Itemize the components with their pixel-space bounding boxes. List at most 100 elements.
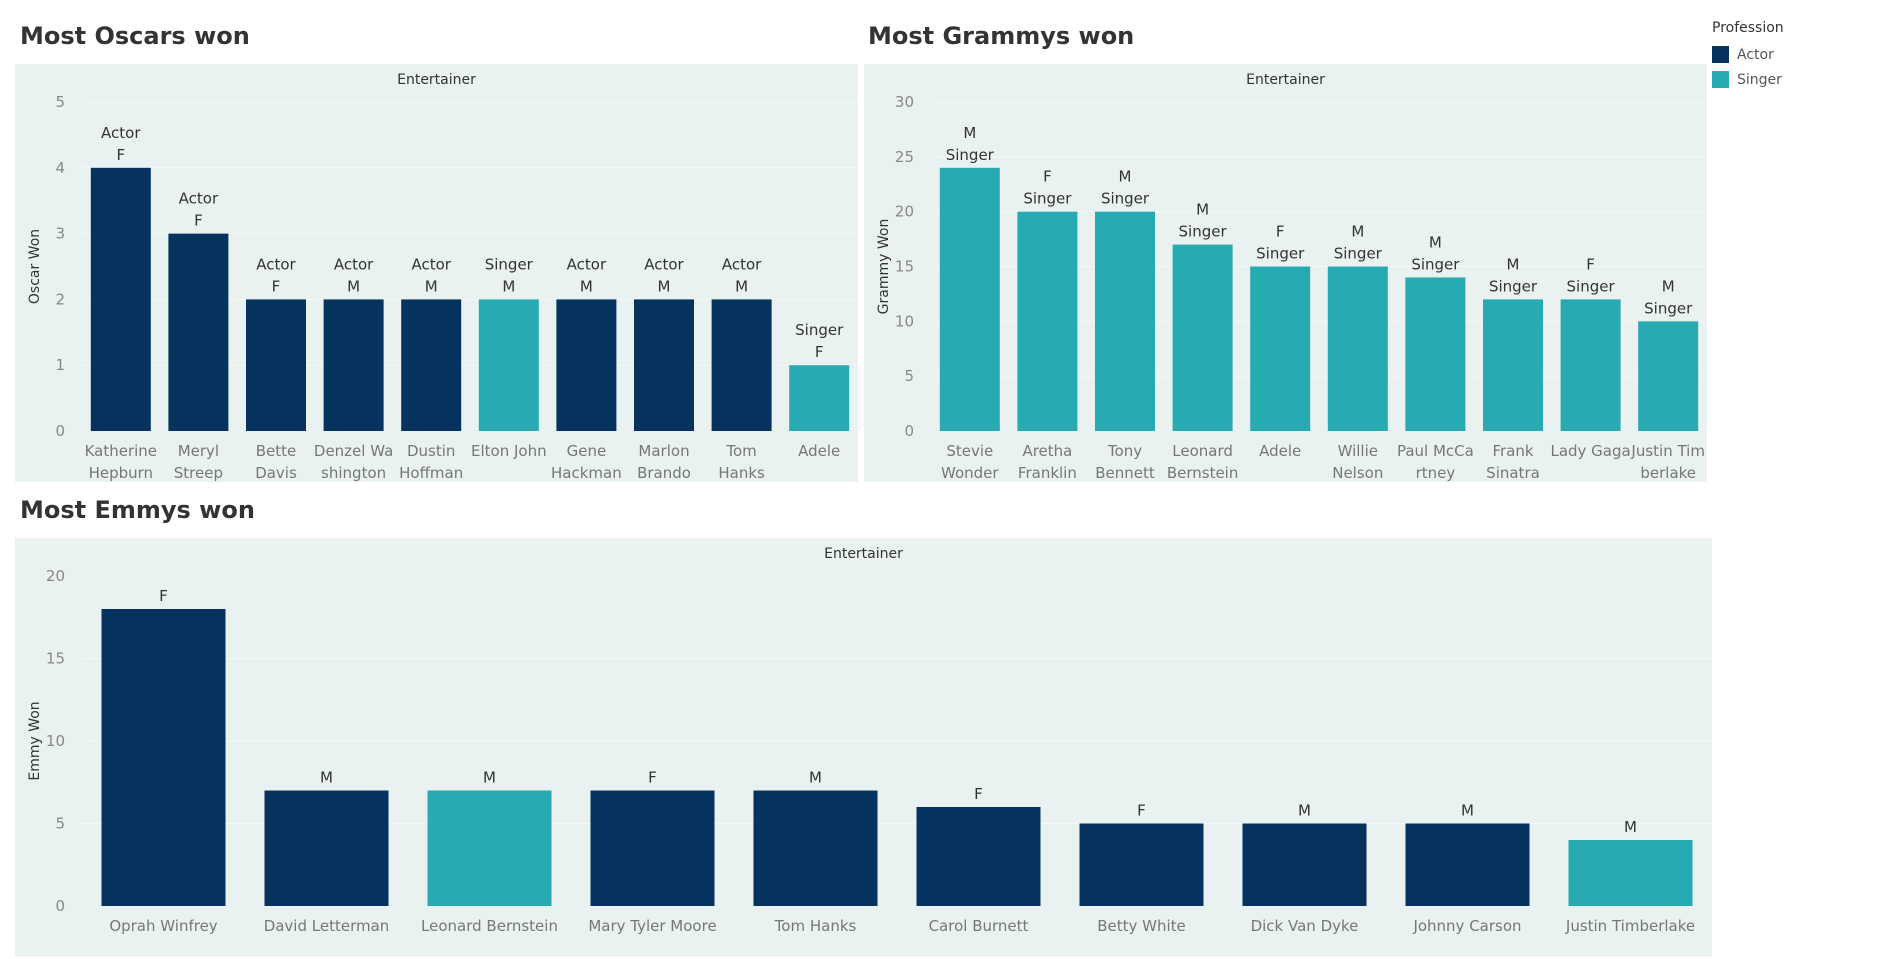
grammys-bar: [1327, 266, 1388, 431]
oscars-bar-data-label: Singer: [795, 321, 844, 339]
grammys-y-tick-label: 25: [895, 148, 914, 166]
emmys-bar: [264, 790, 389, 906]
emmys-bar-chart: Entertainer 0 5 10 15 20 Emmy Won F Oprah Winfre…: [15, 538, 1712, 957]
oscars-bar-data-label: Actor: [411, 255, 451, 273]
grammys-x-tick-label: Sinatra: [1486, 464, 1540, 482]
oscars-y-axis-label: Oscar Won: [27, 229, 43, 304]
oscars-bar: [556, 299, 617, 431]
grammys-bar-data-label: M: [1119, 168, 1132, 186]
oscars-bar-data-label: Actor: [644, 255, 684, 273]
oscars-bar-data-label: F: [194, 212, 203, 230]
oscars-x-tick-label: Hoffman: [399, 464, 463, 482]
grammys-bar: [1172, 244, 1233, 431]
grammys-bar-data-label: Singer: [1023, 190, 1072, 208]
emmys-x-tick-label: Johnny Carson: [1412, 917, 1521, 935]
grammys-x-tick-label: Bennett: [1095, 464, 1155, 482]
legend-swatch-actor: [1712, 46, 1729, 63]
oscars-x-tick-label: Katherine: [85, 442, 157, 460]
emmys-x-tick-label: Betty White: [1097, 917, 1186, 935]
oscars-x-tick-label: Meryl: [178, 442, 219, 460]
emmys-chart-title: Most Emmys won: [20, 496, 255, 524]
grammys-x-tick-label: Aretha: [1022, 442, 1072, 460]
oscars-bar-data-label: M: [502, 277, 515, 295]
grammys-x-tick-label: Wonder: [941, 464, 999, 482]
emmys-x-tick-label: David Letterman: [264, 917, 390, 935]
grammys-bar-data-label: M: [1196, 201, 1209, 219]
emmys-bar-data-label: M: [1461, 802, 1474, 820]
oscars-y-tick-label: 5: [55, 93, 65, 111]
oscars-x-tick-label: Marlon: [638, 442, 689, 460]
emmys-y-tick-label: 15: [46, 650, 65, 668]
grammys-y-tick-label: 10: [895, 312, 914, 330]
oscars-bar-data-label: M: [347, 277, 360, 295]
oscars-bar: [711, 299, 772, 431]
emmys-bar: [1405, 823, 1530, 906]
emmys-y-axis-label: Emmy Won: [27, 701, 43, 780]
legend-item-singer[interactable]: Singer: [1712, 67, 1784, 92]
grammys-x-tick-label: berlake: [1640, 464, 1696, 482]
grammys-x-tick-label: Bernstein: [1167, 464, 1239, 482]
emmys-bar-data-label: F: [159, 587, 168, 605]
emmys-bar-data-label: M: [1624, 818, 1637, 836]
grammys-x-tick-label: Stevie: [946, 442, 993, 460]
emmys-bar: [1079, 823, 1204, 906]
grammys-bar: [1095, 211, 1155, 431]
grammys-x-tick-label: Justin Tim: [1630, 442, 1705, 460]
grammys-y-tick-label: 15: [895, 258, 914, 276]
grammys-bar-data-label: Singer: [1179, 223, 1228, 241]
grammys-bar-data-label: Singer: [1334, 245, 1383, 263]
grammys-bar-data-label: M: [963, 124, 976, 142]
grammys-bar-data-label: F: [1276, 223, 1285, 241]
oscars-x-tick-label: Denzel Wa: [314, 442, 393, 460]
oscars-bar: [401, 299, 462, 431]
emmys-x-tick-label: Leonard Bernstein: [421, 917, 558, 935]
oscars-bar-data-label: M: [580, 277, 593, 295]
emmys-bar: [427, 790, 552, 906]
emmys-header-label: Entertainer: [824, 546, 903, 562]
emmys-bar-data-label: M: [809, 769, 822, 787]
oscars-bar-data-label: F: [116, 146, 125, 164]
emmys-bar-data-label: F: [1137, 802, 1146, 820]
emmys-x-tick-label: Oprah Winfrey: [109, 917, 217, 935]
oscars-bar: [789, 365, 850, 431]
emmys-bar-data-label: F: [974, 785, 983, 803]
oscars-y-tick-label: 3: [55, 225, 65, 243]
grammys-bar-data-label: M: [1662, 277, 1675, 295]
oscars-bar: [246, 299, 306, 431]
emmys-bar: [916, 807, 1041, 906]
emmys-bar-data-label: F: [648, 769, 657, 787]
legend-item-actor[interactable]: Actor: [1712, 42, 1784, 67]
emmys-bar: [590, 790, 715, 906]
emmys-y-tick-label: 20: [46, 567, 65, 585]
oscars-bar-data-label: Actor: [567, 255, 607, 273]
grammys-x-tick-label: Paul McCa: [1397, 442, 1474, 460]
grammys-bar: [1250, 266, 1311, 431]
grammys-y-tick-label: 5: [904, 367, 914, 385]
grammys-x-tick-label: Adele: [1259, 442, 1301, 460]
oscars-x-tick-label: Dustin: [407, 442, 455, 460]
oscars-y-tick-label: 1: [55, 356, 65, 374]
grammys-x-tick-label: Frank: [1492, 442, 1533, 460]
oscars-bar-data-label: Actor: [334, 255, 374, 273]
emmys-x-tick-label: Dick Van Dyke: [1251, 917, 1359, 935]
oscars-x-tick-label: Adele: [798, 442, 840, 460]
oscars-x-tick-label: shington: [321, 464, 386, 482]
grammys-bar: [1560, 299, 1621, 431]
oscars-x-tick-label: Brando: [637, 464, 691, 482]
oscars-bar: [168, 233, 229, 431]
grammys-bar-data-label: M: [1429, 233, 1442, 251]
oscars-bar: [323, 299, 384, 431]
oscars-bar: [90, 167, 151, 432]
grammys-bar: [1017, 211, 1078, 431]
emmys-x-tick-label: Tom Hanks: [774, 917, 857, 935]
oscars-chart-title: Most Oscars won: [20, 22, 250, 50]
grammys-bar: [939, 167, 1000, 432]
emmys-x-tick-label: Mary Tyler Moore: [588, 917, 716, 935]
grammys-bar: [1483, 299, 1543, 431]
oscars-bar-data-label: Actor: [101, 124, 141, 142]
grammys-bar-data-label: F: [1586, 255, 1595, 273]
grammys-x-tick-label: Lady Gaga: [1550, 442, 1630, 460]
oscars-bar-chart: Entertainer 0 1 2 3 4 5 Oscar Won Actor F Katherin…: [15, 64, 858, 482]
oscars-bar-data-label: F: [815, 343, 824, 361]
oscars-bar-data-label: M: [735, 277, 748, 295]
